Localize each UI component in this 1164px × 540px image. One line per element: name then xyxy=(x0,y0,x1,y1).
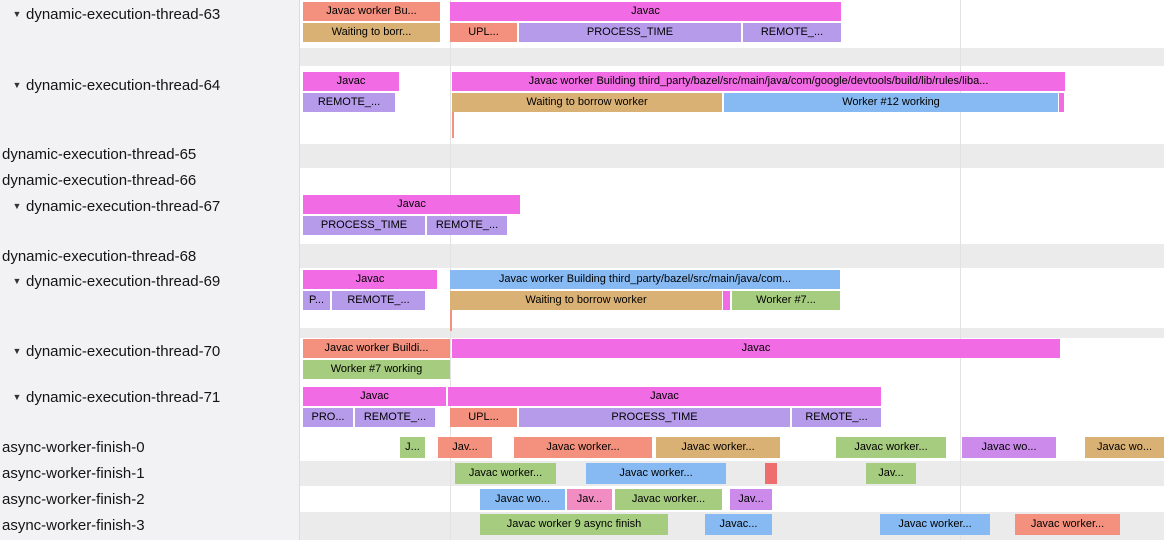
thread-row-label[interactable]: ▼ dynamic-execution-thread-67 xyxy=(0,197,300,216)
event-tick xyxy=(452,112,454,138)
thread-name: async-worker-finish-3 xyxy=(2,517,145,534)
thread-row-label: async-worker-finish-1 xyxy=(0,464,300,483)
trace-slice[interactable]: PROCESS_TIME xyxy=(519,23,741,42)
thread-name: dynamic-execution-thread-67 xyxy=(26,198,221,215)
trace-slice[interactable]: Javac worker... xyxy=(455,463,556,484)
trace-slice[interactable]: Javac worker... xyxy=(586,463,726,484)
trace-slice[interactable]: PROCESS_TIME xyxy=(519,408,790,427)
trace-slice[interactable]: Javac xyxy=(448,387,881,406)
trace-slice[interactable]: UPL... xyxy=(450,23,517,42)
thread-name: dynamic-execution-thread-65 xyxy=(2,146,197,163)
thread-name: async-worker-finish-1 xyxy=(2,465,145,482)
trace-slice[interactable]: Javac worker... xyxy=(656,437,780,458)
trace-slice[interactable]: Jav... xyxy=(567,489,612,510)
trace-slice[interactable]: Waiting to borrow worker xyxy=(450,291,722,310)
trace-slice[interactable]: Javac xyxy=(303,195,520,214)
trace-slice[interactable]: Waiting to borr... xyxy=(303,23,440,42)
trace-slice[interactable]: Javac wo... xyxy=(962,437,1056,458)
trace-slice[interactable]: Worker #7 working xyxy=(303,360,450,379)
thread-row-label[interactable]: ▼ dynamic-execution-thread-70 xyxy=(0,342,300,361)
trace-slice[interactable] xyxy=(765,463,777,484)
trace-slice[interactable]: PROCESS_TIME xyxy=(303,216,425,235)
trace-slice[interactable]: Javac worker... xyxy=(1015,514,1120,535)
trace-slice[interactable]: Javac worker Building third_party/bazel/… xyxy=(452,72,1065,91)
thread-row-label[interactable]: ▼ dynamic-execution-thread-69 xyxy=(0,272,300,291)
thread-row-label: async-worker-finish-2 xyxy=(0,490,300,509)
thread-name: async-worker-finish-2 xyxy=(2,491,145,508)
row-background-stripe xyxy=(300,244,1164,268)
thread-name: dynamic-execution-thread-66 xyxy=(2,172,197,189)
row-background-stripe xyxy=(300,48,1164,66)
trace-slice[interactable]: Javac... xyxy=(705,514,772,535)
trace-slice[interactable]: REMOTE_... xyxy=(427,216,507,235)
trace-slice[interactable] xyxy=(723,291,730,310)
thread-row-label[interactable]: ▼ dynamic-execution-thread-63 xyxy=(0,5,300,24)
trace-slice[interactable]: Jav... xyxy=(730,489,772,510)
row-background-stripe xyxy=(300,144,1164,168)
thread-row-label: dynamic-execution-thread-66 xyxy=(0,171,300,190)
trace-slice[interactable]: Javac worker Building third_party/bazel/… xyxy=(450,270,840,289)
thread-name: dynamic-execution-thread-69 xyxy=(26,273,221,290)
thread-row-label: async-worker-finish-0 xyxy=(0,438,300,457)
trace-slice[interactable]: Jav... xyxy=(438,437,492,458)
trace-slice[interactable]: REMOTE_... xyxy=(355,408,435,427)
thread-name: dynamic-execution-thread-70 xyxy=(26,343,221,360)
thread-name: dynamic-execution-thread-63 xyxy=(26,6,221,23)
trace-slice[interactable] xyxy=(1059,93,1064,112)
timeline-canvas[interactable]: Javac worker Bu... Javac Waiting to borr..… xyxy=(300,0,1164,540)
trace-slice[interactable]: REMOTE_... xyxy=(743,23,841,42)
event-tick xyxy=(450,310,452,331)
thread-name-panel: ▼ dynamic-execution-thread-63 ▼ dynamic-exe… xyxy=(0,0,300,540)
trace-slice[interactable]: Javac worker... xyxy=(880,514,990,535)
trace-slice[interactable]: Javac worker 9 async finish xyxy=(480,514,668,535)
trace-slice[interactable]: Javac wo... xyxy=(1085,437,1164,458)
thread-name: dynamic-execution-thread-71 xyxy=(26,389,221,406)
trace-slice[interactable]: REMOTE_... xyxy=(332,291,425,310)
trace-slice[interactable]: Javac xyxy=(303,72,399,91)
trace-slice[interactable]: Javac worker Buildi... xyxy=(303,339,450,358)
row-background-stripe xyxy=(300,328,1164,338)
thread-row-label: dynamic-execution-thread-65 xyxy=(0,145,300,164)
expander-triangle-icon[interactable]: ▼ xyxy=(12,80,22,90)
trace-slice[interactable]: J... xyxy=(400,437,425,458)
thread-row-label: dynamic-execution-thread-68 xyxy=(0,247,300,266)
trace-slice[interactable]: Javac wo... xyxy=(480,489,565,510)
trace-slice[interactable]: P... xyxy=(303,291,330,310)
trace-slice[interactable]: REMOTE_... xyxy=(303,93,395,112)
thread-row-label[interactable]: ▼ dynamic-execution-thread-64 xyxy=(0,76,300,95)
thread-name: dynamic-execution-thread-64 xyxy=(26,77,221,94)
trace-slice[interactable]: Worker #7... xyxy=(732,291,840,310)
expander-triangle-icon[interactable]: ▼ xyxy=(12,346,22,356)
trace-slice[interactable]: Javac xyxy=(452,339,1060,358)
time-gridline xyxy=(960,0,961,540)
thread-name: dynamic-execution-thread-68 xyxy=(2,248,197,265)
expander-triangle-icon[interactable]: ▼ xyxy=(12,201,22,211)
trace-slice[interactable]: UPL... xyxy=(450,408,517,427)
trace-slice[interactable]: Javac worker... xyxy=(615,489,722,510)
thread-row-label: async-worker-finish-3 xyxy=(0,516,300,535)
trace-slice[interactable]: Waiting to borrow worker xyxy=(452,93,722,112)
expander-triangle-icon[interactable]: ▼ xyxy=(12,9,22,19)
trace-slice[interactable]: PRO... xyxy=(303,408,353,427)
expander-triangle-icon[interactable]: ▼ xyxy=(12,276,22,286)
row-background-stripe xyxy=(300,461,1164,486)
thread-name: async-worker-finish-0 xyxy=(2,439,145,456)
trace-slice[interactable]: Javac xyxy=(303,387,446,406)
trace-slice[interactable]: REMOTE_... xyxy=(792,408,881,427)
expander-triangle-icon[interactable]: ▼ xyxy=(12,392,22,402)
thread-row-label[interactable]: ▼ dynamic-execution-thread-71 xyxy=(0,388,300,407)
trace-slice[interactable]: Javac worker... xyxy=(836,437,946,458)
trace-slice[interactable]: Javac worker Bu... xyxy=(303,2,440,21)
trace-slice[interactable]: Javac worker... xyxy=(514,437,652,458)
trace-slice[interactable]: Javac xyxy=(450,2,841,21)
trace-slice[interactable]: Javac xyxy=(303,270,437,289)
trace-slice[interactable]: Worker #12 working xyxy=(724,93,1058,112)
trace-slice[interactable]: Jav... xyxy=(866,463,916,484)
